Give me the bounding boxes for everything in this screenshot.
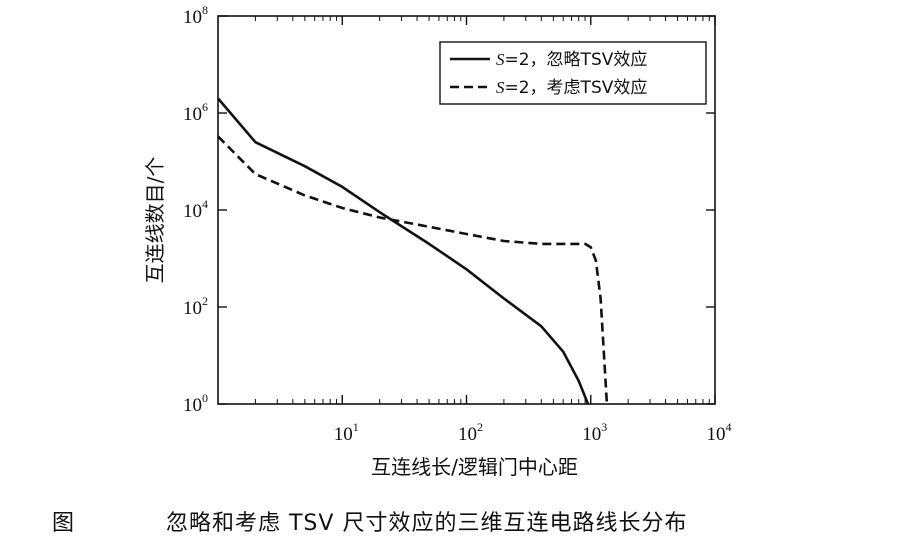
x-axis-label: 互连线长/逻辑门中心距	[371, 455, 578, 479]
y-tick-label: 104	[183, 197, 208, 222]
series-line-ignore-tsv	[218, 97, 590, 404]
x-tick-label: 101	[334, 420, 359, 445]
series-layer	[218, 97, 609, 404]
x-tick-label: 104	[707, 420, 732, 445]
figure-caption: 图 忽略和考虑 TSV 尺寸效应的三维互连电路线长分布	[0, 497, 905, 537]
legend: S=2，忽略TSV效应 S=2，考虑TSV效应	[439, 41, 707, 105]
y-axis: 100 102 104 106 108	[183, 3, 715, 416]
x-axis: 101 102 103 104	[334, 16, 732, 445]
legend-entry: S=2，考虑TSV效应	[496, 78, 647, 98]
caption-text: 忽略和考虑 TSV 尺寸效应的三维互连电路线长分布	[166, 511, 688, 536]
legend-entry: S=2，忽略TSV效应	[496, 50, 647, 70]
caption-label: 图	[52, 511, 75, 536]
y-tick-label: 106	[183, 100, 208, 125]
series-line-consider-tsv	[218, 135, 609, 404]
y-tick-label: 100	[183, 391, 208, 416]
y-tick-label: 108	[183, 3, 208, 28]
x-tick-label: 102	[458, 420, 483, 445]
y-tick-label: 102	[183, 294, 208, 319]
y-axis-label: 互连线数目/个	[143, 157, 167, 284]
legend-box	[439, 41, 707, 105]
chart: 100 102 104 106 108 101 102 103 104 S=2，忽略TSV效应…	[143, 3, 732, 479]
x-tick-label: 103	[582, 420, 607, 445]
